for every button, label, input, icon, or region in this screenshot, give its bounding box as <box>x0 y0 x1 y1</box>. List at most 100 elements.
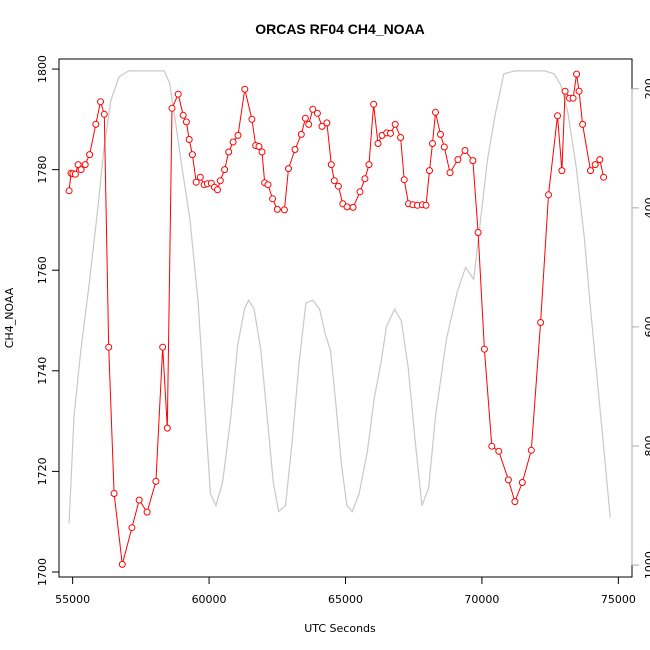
data-point <box>273 205 281 213</box>
data-point <box>214 186 221 194</box>
data-point <box>81 161 89 169</box>
data-point <box>437 130 444 138</box>
data-point <box>343 203 351 211</box>
data-point <box>349 203 357 211</box>
data-point <box>182 118 190 126</box>
series-red <box>65 70 608 568</box>
data-point <box>71 170 79 178</box>
data-point <box>92 120 100 128</box>
data-point <box>100 110 108 118</box>
y-right-tick-label: 600 <box>643 316 650 337</box>
data-point <box>179 111 187 119</box>
data-point <box>163 424 171 432</box>
data-point <box>118 560 126 568</box>
data-point <box>391 120 399 128</box>
data-point <box>361 175 369 183</box>
data-point <box>192 178 200 186</box>
data-point <box>474 229 482 236</box>
data-point <box>301 114 309 122</box>
chart-title: ORCAS RF04 CH4_NOAA <box>255 21 425 37</box>
x-axis-label: UTC Seconds <box>304 622 376 635</box>
data-point <box>65 187 73 195</box>
data-point <box>174 90 182 98</box>
data-point <box>596 156 604 164</box>
data-point <box>429 140 436 147</box>
x-tick-label: 75000 <box>601 593 636 606</box>
series-gray-line <box>68 70 611 524</box>
y-tick-label: 1700 <box>36 558 49 586</box>
data-point <box>454 156 462 164</box>
data-point <box>558 167 566 175</box>
data-point <box>248 115 256 123</box>
y-right-tick-label: 800 <box>643 436 650 457</box>
data-point <box>110 490 118 497</box>
data-point <box>461 147 469 154</box>
data-point <box>545 191 552 199</box>
y-right-tick-label: 400 <box>643 197 650 218</box>
y-tick-label: 1760 <box>36 256 49 284</box>
data-point <box>188 151 196 159</box>
data-point <box>537 319 545 326</box>
data-point <box>600 173 608 181</box>
series-red-line <box>68 74 605 565</box>
data-point <box>579 120 587 128</box>
data-point <box>159 343 167 351</box>
data-point <box>241 85 249 93</box>
data-point <box>143 508 151 516</box>
data-point <box>573 70 581 78</box>
data-point <box>504 476 512 484</box>
data-point <box>185 136 193 143</box>
data-point <box>280 206 288 214</box>
data-point <box>374 140 382 147</box>
data-point <box>432 108 439 116</box>
data-point <box>269 195 277 203</box>
data-point <box>291 146 299 153</box>
data-point <box>168 104 176 112</box>
data-point <box>397 134 405 141</box>
data-point <box>511 498 519 506</box>
data-point <box>313 109 321 117</box>
data-point <box>135 496 143 504</box>
y-tick-label: 1780 <box>36 156 49 184</box>
data-point <box>234 131 242 139</box>
x-tick-label: 65000 <box>328 593 363 606</box>
data-point <box>309 105 317 113</box>
data-point <box>86 151 94 159</box>
data-point <box>518 479 526 486</box>
data-point <box>575 87 583 95</box>
data-point <box>255 143 263 150</box>
data-point <box>225 148 233 156</box>
y-tick-label: 1740 <box>36 357 49 385</box>
data-point <box>285 165 292 173</box>
x-tick-label: 55000 <box>55 593 90 606</box>
data-point <box>400 176 408 184</box>
data-point <box>356 188 364 196</box>
data-point <box>334 182 342 190</box>
data-point <box>77 166 85 174</box>
data-point <box>365 161 373 169</box>
data-point <box>229 138 237 146</box>
x-axis: 55000 60000 65000 70000 75000 <box>55 576 636 606</box>
data-point <box>495 447 503 455</box>
data-point <box>221 166 229 174</box>
data-point <box>488 442 496 450</box>
data-point <box>440 143 448 151</box>
data-point <box>469 157 477 165</box>
x-tick-label: 60000 <box>192 593 227 606</box>
data-point <box>561 87 569 95</box>
y-right-tick-label: 200 <box>643 78 650 99</box>
data-point <box>258 148 266 156</box>
data-point <box>480 345 488 353</box>
y-axis-right: 200 400 600 800 1000 <box>631 78 650 579</box>
data-point <box>216 177 224 185</box>
data-point <box>527 446 535 454</box>
data-point <box>446 169 454 177</box>
data-point <box>387 129 394 137</box>
data-point <box>591 161 599 169</box>
data-point <box>327 161 335 169</box>
data-point <box>97 98 104 106</box>
data-point <box>297 130 305 138</box>
data-point <box>128 524 136 532</box>
y-axis: 1700 1720 1740 1760 1780 1800 <box>36 55 60 586</box>
